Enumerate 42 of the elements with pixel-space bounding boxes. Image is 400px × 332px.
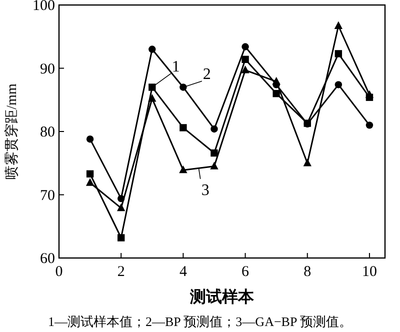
y-tick-label: 90 — [40, 61, 55, 78]
point — [86, 178, 94, 186]
point — [366, 122, 374, 129]
x-tick-label: 6 — [242, 264, 250, 280]
x-tick-label: 10 — [362, 264, 377, 280]
point — [210, 149, 218, 157]
point — [334, 50, 342, 58]
point — [272, 76, 280, 85]
y-axis-title: 喷雾贯穿距/mm — [4, 84, 20, 180]
point — [116, 203, 126, 212]
point — [86, 135, 94, 143]
y-tick-label: 60 — [40, 251, 55, 267]
x-tick-label: 2 — [117, 264, 125, 280]
x-tick-label: 4 — [179, 264, 188, 280]
point — [148, 46, 156, 53]
series-label: 3 — [201, 182, 210, 199]
point — [334, 81, 342, 88]
point — [242, 56, 249, 63]
point — [179, 165, 188, 174]
point — [365, 90, 374, 98]
point — [148, 94, 156, 102]
point — [117, 234, 125, 242]
point — [242, 43, 249, 50]
x-tick-label: 0 — [55, 264, 63, 280]
point — [272, 90, 280, 98]
point — [210, 125, 218, 133]
point — [241, 66, 250, 74]
y-tick-label: 80 — [40, 124, 55, 140]
point — [334, 21, 343, 29]
y-tick-label: 70 — [40, 188, 55, 204]
y-tick-label: 100 — [32, 0, 55, 14]
point — [148, 84, 156, 91]
legend-label: 2 — [202, 66, 211, 84]
series-label: 1 — [172, 58, 180, 76]
point — [180, 84, 187, 91]
text: 1—测试样本值；2—BP 预测值；3—GA−BP 预测值。 — [48, 314, 352, 329]
point — [303, 158, 312, 166]
point — [210, 162, 218, 170]
x-tick-label: 8 — [304, 264, 312, 280]
point — [180, 124, 187, 132]
x-axis-title: 测试样本 — [189, 288, 255, 306]
point — [86, 170, 94, 178]
